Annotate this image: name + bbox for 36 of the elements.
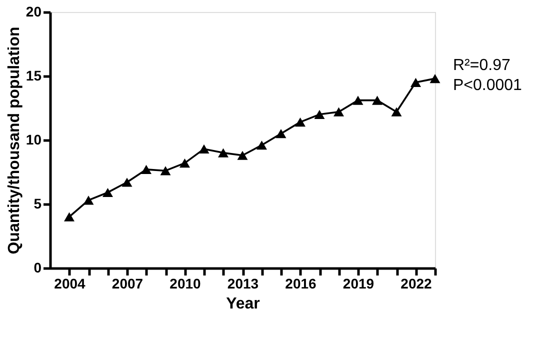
point (237, 150, 248, 160)
point (218, 148, 228, 158)
point (410, 78, 421, 87)
point (160, 166, 171, 176)
point (141, 164, 152, 174)
x-tick-label: 2019 (342, 276, 374, 292)
point (334, 107, 344, 116)
x-tick-label: 2013 (227, 276, 259, 292)
x-tick-label: 2004 (54, 276, 86, 292)
x-tick-label: 2010 (170, 276, 202, 292)
y-tick-label: 0 (34, 260, 42, 276)
point (122, 178, 132, 187)
point (198, 144, 210, 154)
point (256, 140, 267, 150)
point (372, 96, 382, 105)
point (295, 118, 306, 127)
text: P<0.0001 (453, 77, 522, 94)
point (64, 212, 74, 222)
x-tick-label: 2016 (285, 276, 317, 292)
point (430, 74, 440, 84)
x-axis-title: Year (226, 296, 260, 312)
y-tick-label: 10 (26, 132, 42, 148)
point (314, 110, 325, 119)
y-tick-label: 15 (26, 68, 42, 84)
point (391, 107, 402, 116)
x-tick-label: 2022 (400, 276, 432, 292)
y-tick-label: 20 (26, 4, 42, 20)
point (102, 188, 113, 198)
point (276, 129, 286, 138)
point (180, 158, 190, 168)
point (83, 196, 94, 205)
y-tick-label: 5 (34, 196, 42, 212)
text: R²=0.97 (453, 57, 510, 74)
y-axis-title: Quantity/thousand population (6, 26, 23, 254)
x-tick-label: 2007 (112, 276, 144, 292)
point (352, 96, 364, 105)
